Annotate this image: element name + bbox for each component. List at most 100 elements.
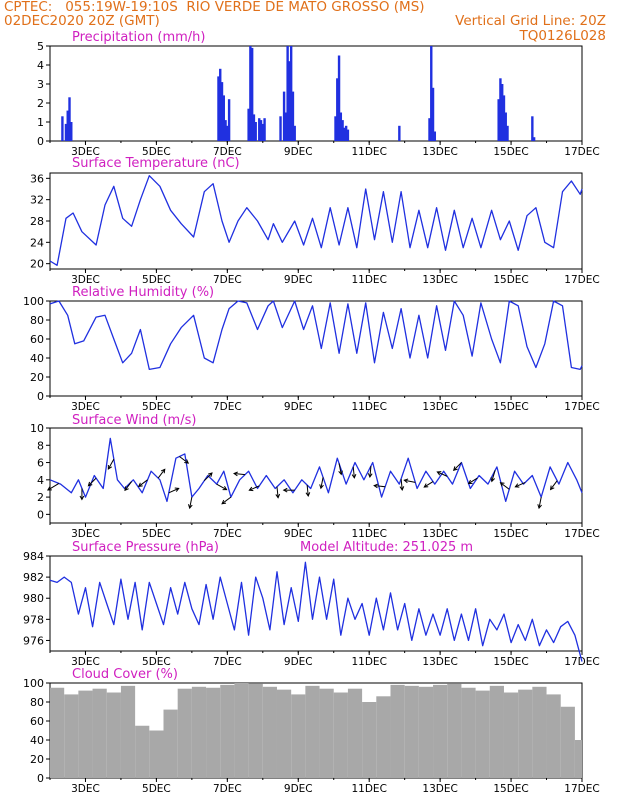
y-tick-label: 2 (37, 491, 44, 504)
wind-arrow (423, 481, 434, 488)
series-line (49, 175, 583, 266)
series-line (49, 300, 583, 371)
wind-arrow (187, 496, 193, 510)
precip-bar (344, 125, 348, 141)
y-tick-label: 4 (37, 59, 44, 72)
panel-title: Surface Temperature (nC) (72, 156, 240, 171)
panel-title: Surface Wind (m/s) (72, 413, 196, 428)
y-tick-label: 36 (30, 172, 44, 185)
cloud-bar (333, 692, 348, 778)
precip-bar (279, 116, 282, 141)
wind-arrow-head (338, 470, 343, 476)
cloud-bar (276, 689, 292, 778)
wind-arrow (137, 479, 148, 488)
y-tick-label: 984 (23, 550, 44, 563)
y-tick-label: 10 (30, 422, 44, 435)
wind-arrow (490, 470, 496, 483)
wind-arrow (499, 482, 510, 490)
wind-arrow (305, 484, 311, 498)
wind-arrow (319, 477, 324, 490)
x-tick-label: 17DEC (564, 146, 599, 158)
y-tick-label: 982 (23, 571, 44, 584)
precip-bar (226, 125, 229, 141)
precip-bar (219, 68, 222, 141)
wind-arrow-head (319, 484, 324, 490)
precip-bar (339, 112, 343, 141)
wind-arrow-shaft (369, 465, 372, 478)
x-tick-label: 3DEC (71, 274, 100, 286)
wind-arrow (275, 486, 281, 499)
wind-arrow-head (248, 486, 254, 492)
y-tick-label: 80 (30, 696, 44, 709)
x-tick-label: 9DEC (284, 146, 313, 158)
wind-arrow-head (107, 464, 112, 470)
wind-arrow-shaft (221, 496, 232, 505)
wind-arrow-head (222, 485, 228, 491)
precip-bar (64, 123, 68, 141)
cloud-bar (546, 694, 561, 778)
wind-arrow (124, 481, 132, 492)
precip-bar (431, 87, 435, 141)
x-tick-label: 11DEC (351, 401, 386, 413)
precip-bar (70, 122, 73, 141)
wind-arrow-head (208, 472, 213, 477)
wind-arrow-head (221, 499, 227, 505)
x-tick-label: 3DEC (71, 783, 100, 795)
wind-arrow-shaft (168, 487, 179, 494)
wind-arrow-shaft (47, 482, 60, 491)
x-tick-label: 17DEC (564, 528, 599, 540)
wind-arrow-shaft (216, 483, 227, 491)
precip-bar (247, 108, 250, 141)
cloud-bar (475, 690, 490, 778)
precip-bar (532, 137, 536, 141)
cloud-bar (177, 688, 192, 778)
cloud-bar (92, 688, 107, 778)
precip-bar (61, 116, 64, 141)
precip-bar (502, 95, 506, 141)
y-tick-label: 0 (37, 390, 44, 403)
wind-arrow-head (499, 482, 505, 487)
wind-arrow-head (549, 485, 555, 491)
wind-arrow (452, 462, 462, 471)
wind-arrow-head (282, 487, 288, 493)
x-tick-label: 13DEC (422, 146, 457, 158)
x-tick-label: 17DEC (564, 656, 599, 668)
precip-bar (430, 46, 433, 141)
wind-arrow (87, 477, 97, 487)
x-tick-label: 15DEC (493, 528, 528, 540)
y-tick-label: 0 (37, 508, 44, 521)
precip-bar (224, 120, 227, 141)
precip-bar (499, 78, 502, 141)
y-tick-label: 28 (30, 215, 44, 228)
wind-arrow-shaft (124, 481, 132, 491)
model-code: TQ0126L028 (519, 28, 606, 44)
x-tick-label: 9DEC (284, 274, 313, 286)
cloud-bar (234, 683, 249, 778)
wind-arrow (168, 487, 180, 494)
precip-bar (334, 116, 337, 141)
cloud-bar (50, 687, 65, 778)
x-tick-label: 7DEC (213, 401, 242, 413)
x-tick-label: 7DEC (213, 274, 242, 286)
precip-bar (346, 129, 350, 141)
y-tick-label: 1 (37, 116, 44, 129)
wind-arrow (79, 488, 85, 501)
cloud-bar (135, 725, 150, 778)
y-tick-label: 80 (30, 314, 44, 327)
x-tick-label: 3DEC (71, 656, 100, 668)
cloud-bar (220, 684, 235, 778)
precip-bar (222, 95, 225, 141)
cloud-bar (560, 706, 575, 778)
precip-bar (336, 78, 339, 141)
x-tick-label: 11DEC (351, 274, 386, 286)
precip-bar (250, 47, 254, 141)
x-tick-label: 7DEC (213, 783, 242, 795)
precip-bar (291, 91, 295, 141)
wind-arrow-head (351, 473, 357, 479)
wind-arrow (233, 471, 246, 477)
x-tick-label: 9DEC (284, 401, 313, 413)
wind-arrow-head (467, 479, 473, 485)
wind-arrow-head (367, 473, 373, 479)
x-tick-label: 17DEC (564, 401, 599, 413)
cloud-bar (163, 709, 178, 778)
